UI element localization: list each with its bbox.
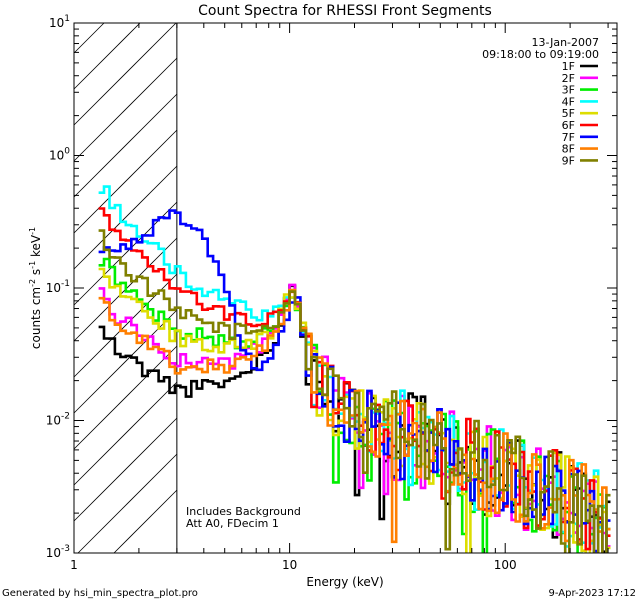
hatch-line xyxy=(77,453,178,554)
legend-label-3F: 3F xyxy=(562,84,575,97)
legend-label-1F: 1F xyxy=(562,60,575,73)
time-range-label: 09:18:00 to 09:19:00 xyxy=(482,48,599,61)
annotation-background: Includes Background xyxy=(186,505,301,518)
y-tick-label: 101 xyxy=(49,14,70,30)
hatch-line xyxy=(73,381,178,486)
annotation-attenuator: Att A0, FDecim 1 xyxy=(186,517,279,530)
hatch-line xyxy=(113,489,178,554)
hatch-line xyxy=(73,22,177,126)
hatched-region xyxy=(73,22,178,554)
y-tick-label: 10-1 xyxy=(46,279,70,295)
x-tick-label: 10 xyxy=(282,558,297,572)
y-label-exp-2: -1 xyxy=(28,261,37,269)
legend-label-4F: 4F xyxy=(562,95,575,108)
series-line-9F xyxy=(98,229,611,553)
series-layer xyxy=(98,185,611,553)
hatch-line xyxy=(73,417,178,522)
chart-title: Count Spectra for RHESSI Front Segments xyxy=(198,3,492,19)
x-axis-label: Energy (keV) xyxy=(306,575,383,589)
footer-generated-by: Generated by hsi_min_spectra_plot.pro xyxy=(2,588,198,599)
y-tick-label: 100 xyxy=(49,147,70,163)
y-label-exp-1: -2 xyxy=(28,279,37,287)
x-tick-label: 100 xyxy=(494,558,517,572)
hatch-line xyxy=(73,165,178,270)
hatch-line xyxy=(73,57,178,162)
legend-label-5F: 5F xyxy=(562,107,575,120)
hatch-line xyxy=(73,129,178,234)
legend-label-8F: 8F xyxy=(562,143,575,156)
hatch-line xyxy=(73,345,178,450)
series-line-8F xyxy=(98,288,611,544)
legend-label-6F: 6F xyxy=(562,119,575,132)
legend-label-7F: 7F xyxy=(562,131,575,144)
x-tick-label: 1 xyxy=(70,558,78,572)
y-label-mid-2: keV xyxy=(29,234,43,261)
legend-label-2F: 2F xyxy=(562,72,575,85)
x-axis: 1 10 100 xyxy=(70,23,609,572)
y-axis: 101 100 10-1 10-2 10-3 xyxy=(46,14,617,560)
y-label-base: counts cm xyxy=(29,287,43,349)
series-line-3F xyxy=(98,257,611,553)
hatch-line xyxy=(73,93,178,198)
legend-label-9F: 9F xyxy=(562,154,575,167)
footer-timestamp: 9-Apr-2023 17:12 xyxy=(549,588,636,599)
date-label: 13-Jan-2007 xyxy=(532,36,600,49)
hatch-line xyxy=(73,22,105,54)
hatch-line xyxy=(73,22,141,90)
y-label-mid-1: s xyxy=(29,269,43,279)
y-label-exp-3: -1 xyxy=(28,227,37,235)
y-axis-label: counts cm-2 s-1 keV-1 xyxy=(28,227,43,349)
y-tick-label: 10-3 xyxy=(46,544,70,560)
y-tick-label: 10-2 xyxy=(46,412,70,428)
